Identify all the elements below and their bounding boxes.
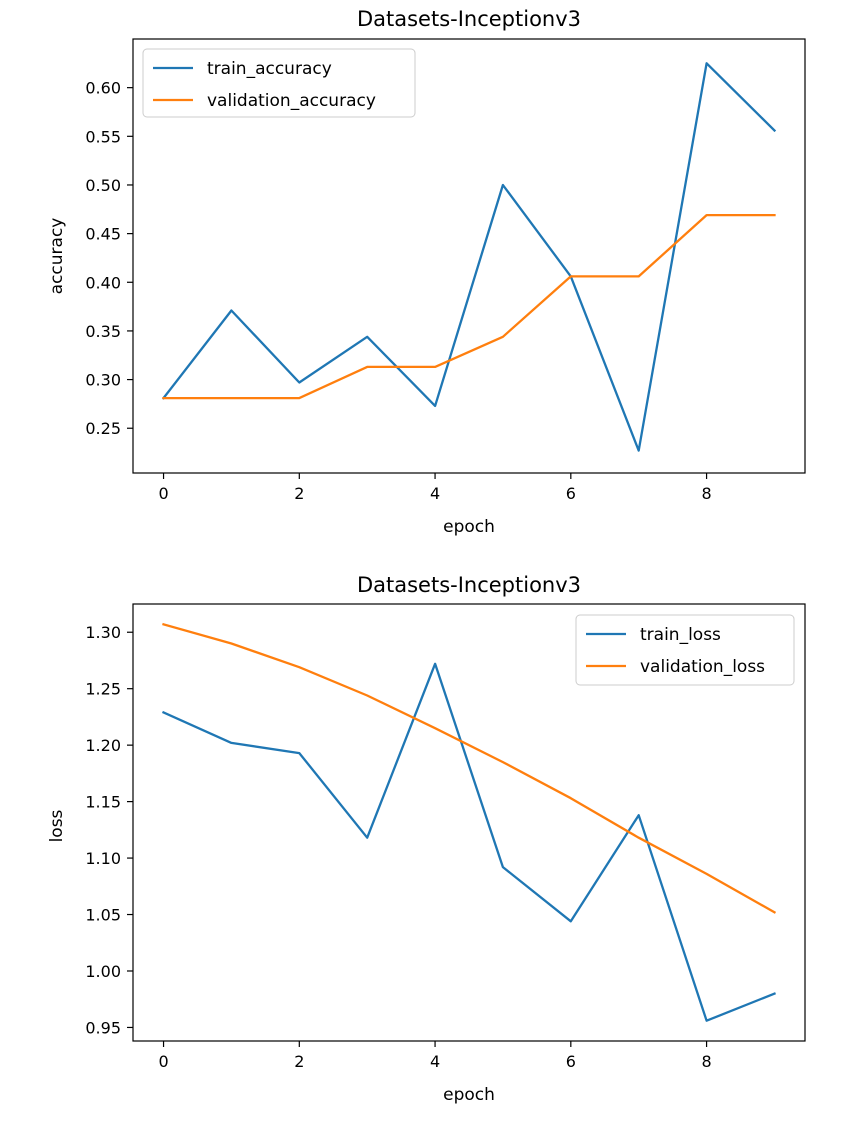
x-tick-label: 6 xyxy=(566,1052,576,1071)
train-accuracy-line xyxy=(161,62,777,452)
y-tick-label: 1.15 xyxy=(85,793,121,812)
plot-frame xyxy=(132,603,806,1042)
y-ticks: 0.25 0.30 0.35 0.40 0.45 0.50 0.55 0.60 xyxy=(85,79,133,438)
y-tick-label: 0.25 xyxy=(85,419,121,438)
y-tick-label: 0.35 xyxy=(85,322,121,341)
legend: train_loss validation_loss xyxy=(575,614,795,686)
legend-frame xyxy=(575,614,795,686)
x-tick-label: 2 xyxy=(294,1052,304,1071)
y-tick-label: 0.50 xyxy=(85,176,121,195)
accuracy-chart: Datasets-Inceptionv3 epoch accuracy 0 2 4 6… xyxy=(47,7,806,537)
y-tick-label: 1.10 xyxy=(85,849,121,868)
y-tick-label: 0.55 xyxy=(85,127,121,146)
x-tick-label: 6 xyxy=(566,484,576,503)
y-tick-label: 0.30 xyxy=(85,371,121,390)
plot-lines xyxy=(161,62,777,452)
y-axis-label: accuracy xyxy=(47,218,67,295)
x-ticks: 0 2 4 6 8 xyxy=(158,473,712,503)
y-tick-label: 0.45 xyxy=(85,225,121,244)
x-tick-label: 4 xyxy=(430,484,440,503)
x-tick-label: 2 xyxy=(294,484,304,503)
x-axis-label: epoch xyxy=(443,517,495,537)
y-tick-label: 1.25 xyxy=(85,680,121,699)
chart-title: Datasets-Inceptionv3 xyxy=(357,7,581,31)
x-tick-label: 0 xyxy=(158,484,168,503)
validation-loss-line xyxy=(162,622,777,914)
y-tick-label: 0.95 xyxy=(85,1018,121,1037)
legend-frame xyxy=(142,48,416,118)
train-accuracy-legend-label: train_accuracy xyxy=(207,59,332,79)
y-tick-label: 1.05 xyxy=(85,906,121,925)
y-tick-label: 0.40 xyxy=(85,273,121,292)
x-tick-label: 4 xyxy=(430,1052,440,1071)
validation-loss-legend-label: validation_loss xyxy=(640,657,765,677)
y-tick-label: 1.00 xyxy=(85,962,121,981)
loss-chart: Datasets-Inceptionv3 epoch loss 0 2 4 6 8 0.… xyxy=(47,573,806,1105)
chart-title: Datasets-Inceptionv3 xyxy=(357,573,581,597)
y-ticks: 0.95 1.00 1.05 1.10 1.15 1.20 1.25 1.30 xyxy=(85,623,133,1037)
x-tick-label: 8 xyxy=(701,484,711,503)
x-axis-label: epoch xyxy=(443,1085,495,1105)
y-axis-label: loss xyxy=(47,809,67,842)
validation-accuracy-legend-label: validation_accuracy xyxy=(207,91,376,111)
plot-lines xyxy=(161,622,777,1022)
validation-accuracy-line xyxy=(162,213,776,400)
y-tick-label: 1.20 xyxy=(85,736,121,755)
train-loss-legend-label: train_loss xyxy=(640,625,721,645)
y-tick-label: 1.30 xyxy=(85,623,121,642)
legend: train_accuracy validation_accuracy xyxy=(142,48,416,118)
x-tick-label: 8 xyxy=(701,1052,711,1071)
plot-frame xyxy=(132,38,806,474)
x-tick-label: 0 xyxy=(158,1052,168,1071)
x-ticks: 0 2 4 6 8 xyxy=(158,1041,712,1071)
train-loss-line xyxy=(161,662,776,1022)
y-tick-label: 0.60 xyxy=(85,79,121,98)
